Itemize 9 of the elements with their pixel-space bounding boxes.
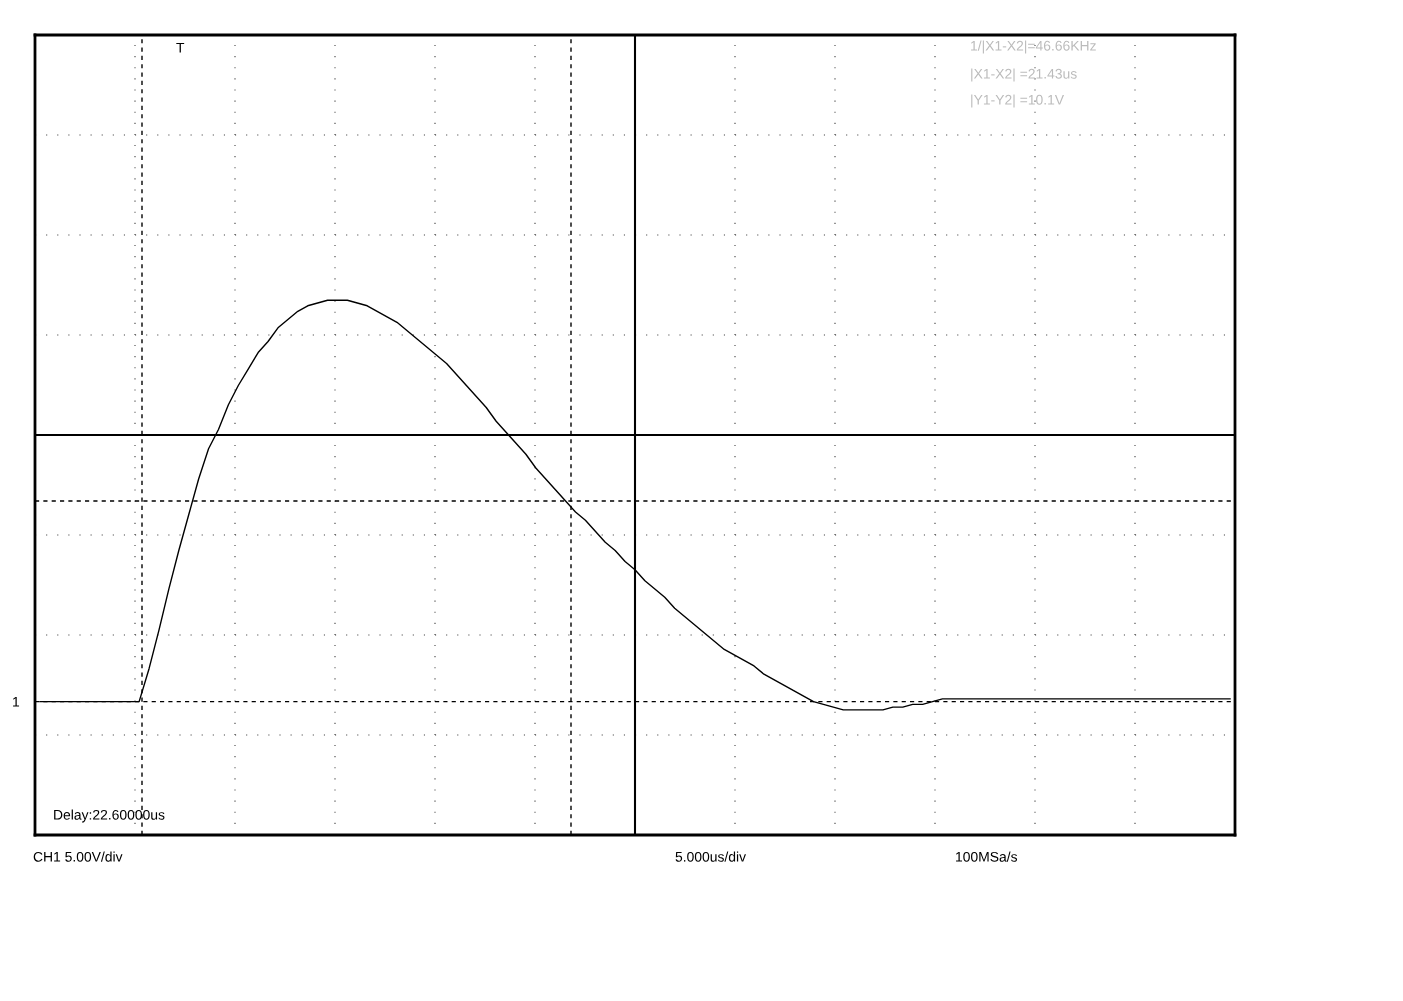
text: CH1 5.00V/div — [33, 851, 123, 862]
text: Delay:22.60000us — [54, 809, 165, 823]
text: 5.000us/div — [675, 851, 746, 862]
text: 100MSa/s — [956, 851, 1018, 862]
text: |Y1-Y2| =10.1V — [971, 94, 1065, 108]
text: T — [176, 43, 185, 53]
text: 1/|X1-X2|=46.66KHz — [971, 40, 1096, 54]
text: 1 — [13, 697, 20, 707]
text: |X1-X2| =21.43us — [971, 68, 1077, 82]
